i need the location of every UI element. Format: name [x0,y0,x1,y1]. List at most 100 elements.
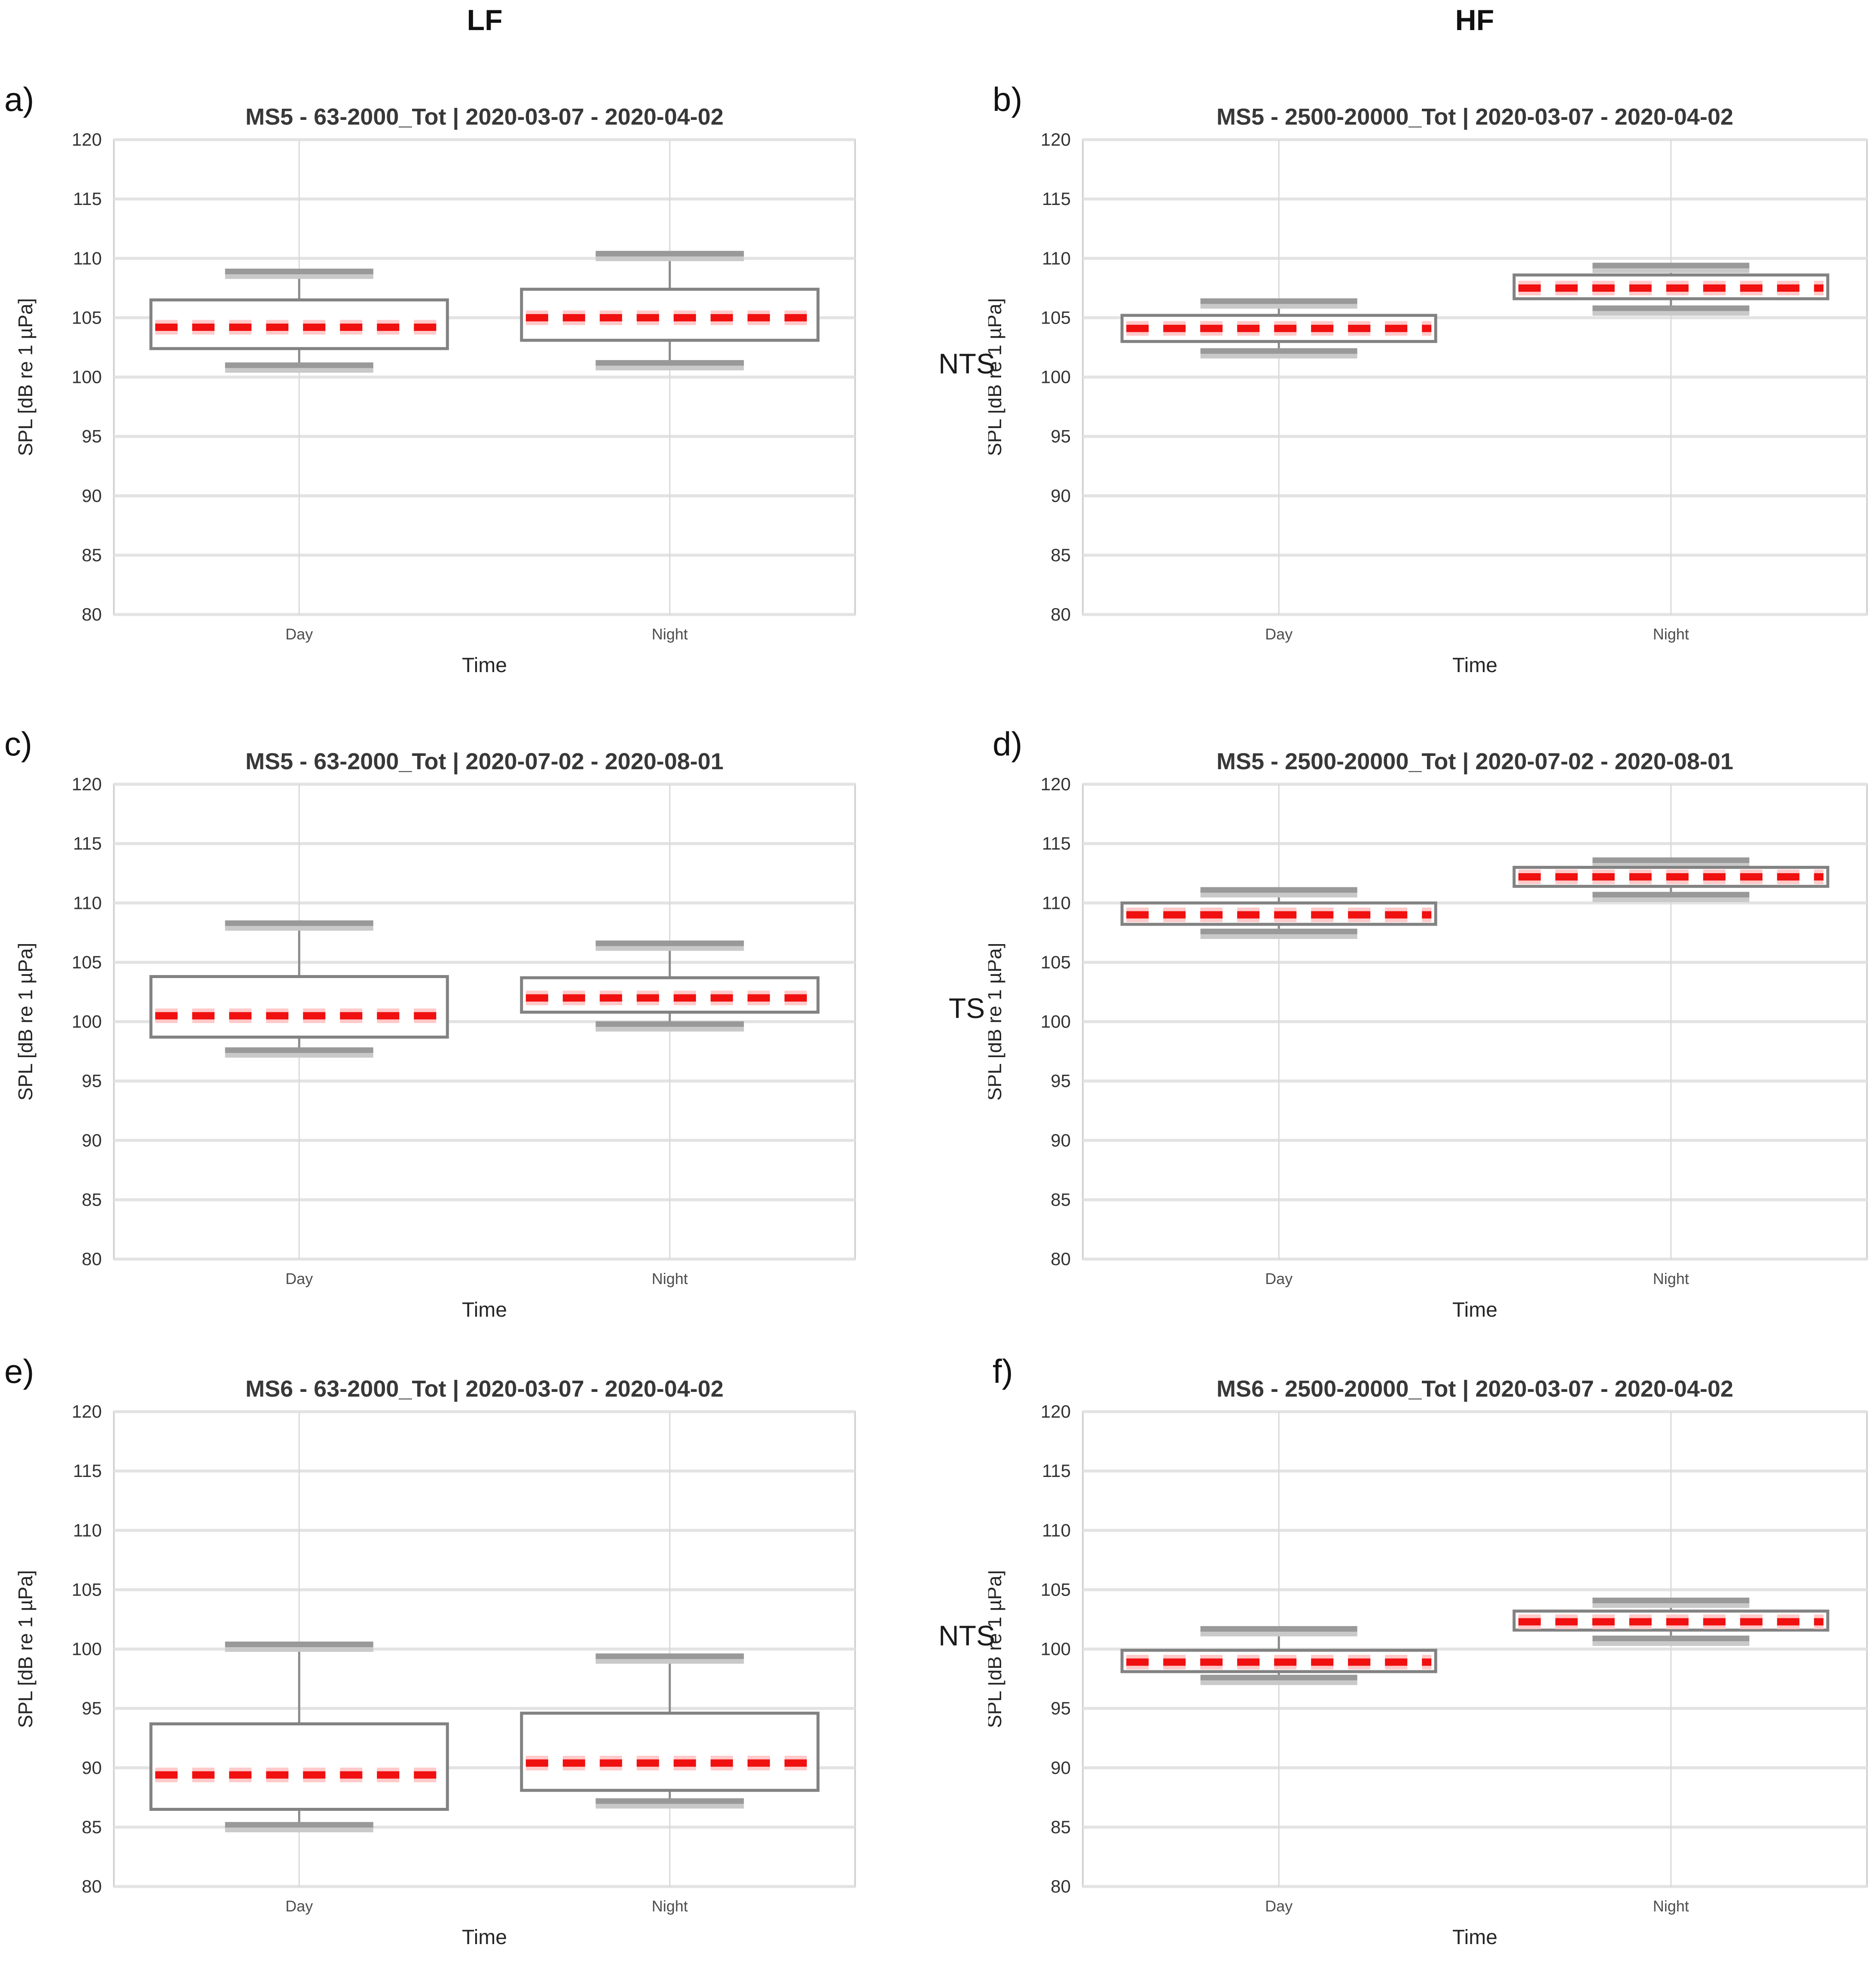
y-axis-label: SPL [dB re 1 µPa] [14,298,37,456]
row-label-ts: TS [948,992,985,1024]
y-tick-label: 105 [1041,952,1071,972]
y-tick-label: 85 [82,1189,102,1210]
x-axis-label: Time [462,1926,507,1949]
y-tick-label: 85 [1051,1817,1071,1837]
y-tick-label: 90 [82,1758,102,1778]
panel-title: MS6 - 63-2000_Tot | 2020-03-07 - 2020-04… [245,1376,724,1402]
boxplot-panel: 80 85 90 95 100 105 110 115 120 Day Night e) MS6 - 6… [0,1328,988,1964]
x-tick-label: Night [652,1270,688,1287]
y-tick-label: 80 [82,1876,102,1896]
y-tick-label: 100 [1041,1639,1071,1659]
y-tick-label: 90 [1051,486,1071,506]
panel-letter: f) [993,1352,1013,1390]
y-tick-label: 95 [82,1071,102,1091]
panel-title: MS5 - 2500-20000_Tot | 2020-03-07 - 2020… [1216,104,1733,130]
y-tick-label: 80 [1051,604,1071,624]
x-tick-label: Night [1653,1897,1689,1915]
y-tick-label: 115 [1042,1461,1071,1481]
y-tick-label: 115 [1042,833,1071,853]
x-tick-label: Night [1653,1270,1689,1287]
y-tick-label: 95 [1051,426,1071,446]
y-axis-label: SPL [dB re 1 µPa] [988,1570,1005,1728]
y-tick-label: 105 [72,1579,102,1599]
y-tick-label: 95 [1051,1698,1071,1718]
y-tick-label: 100 [1041,1012,1071,1032]
panel-title: MS5 - 63-2000_Tot | 2020-07-02 - 2020-08… [245,749,724,775]
x-tick-label: Day [285,1897,313,1915]
x-axis-label: Time [462,1299,507,1321]
box-day [149,269,449,373]
y-tick-label: 120 [1041,129,1071,150]
panel-letter: a) [4,80,34,118]
boxplot-svg: 80 85 90 95 100 105 110 115 120 Day Night a) MS5 - 6… [4,80,856,677]
box-day [1120,1626,1437,1685]
boxplot-panel: 80 85 90 95 100 105 110 115 120 Day Night f) MS6 - 2… [983,1328,1876,1964]
y-tick-label: 100 [72,1012,102,1032]
y-tick-label: 105 [1041,307,1071,327]
iqr-box [520,1712,820,1792]
y-tick-label: 80 [82,604,102,624]
x-tick-label: Day [285,625,313,643]
box-day [1120,298,1437,359]
column-header-lf: LF [467,4,503,37]
x-axis-label: Time [1452,654,1497,677]
panel-letter: c) [4,725,32,763]
y-axis-label: SPL [dB re 1 µPa] [988,298,1005,456]
y-tick-label: 85 [1051,545,1071,565]
y-tick-label: 120 [72,129,102,150]
panel-title: MS5 - 2500-20000_Tot | 2020-07-02 - 2020… [1216,749,1733,775]
box-night [1512,1597,1830,1646]
iqr-box [149,975,449,1039]
row-label-nts-top: NTS [938,348,995,379]
x-tick-label: Night [652,1897,688,1915]
y-axis-label: SPL [dB re 1 µPa] [988,943,1005,1101]
y-tick-label: 85 [82,545,102,565]
x-tick-label: Night [1653,625,1689,643]
boxplot-panel: 80 85 90 95 100 105 110 115 120 Day Night d) MS5 - 2… [983,700,1876,1336]
y-tick-label: 90 [1051,1130,1071,1150]
boxplot-svg: 80 85 90 95 100 105 110 115 120 Day Night b) MS5 - 2… [983,80,1868,677]
iqr-box [149,1722,449,1811]
box-night [1512,263,1830,316]
panel-letter: e) [4,1352,34,1390]
panel-title: MS5 - 63-2000_Tot | 2020-03-07 - 2020-04… [245,104,724,130]
x-axis-label: Time [462,654,507,677]
y-tick-label: 85 [1051,1189,1071,1210]
y-tick-label: 120 [1041,774,1071,794]
y-tick-label: 80 [1051,1876,1071,1896]
boxplot-panel: 80 85 90 95 100 105 110 115 120 Day Night c) MS5 - 6… [0,700,988,1336]
y-tick-label: 100 [72,367,102,387]
y-tick-label: 110 [73,248,102,268]
column-header-hf: HF [1455,4,1494,37]
y-tick-label: 85 [82,1817,102,1837]
boxplot-panel: 80 85 90 95 100 105 110 115 120 Day Night a) MS5 - 6… [0,56,988,692]
y-tick-label: 115 [73,189,102,209]
boxplot-panel: 80 85 90 95 100 105 110 115 120 Day Night b) MS5 - 2… [983,56,1876,692]
boxplot-svg: 80 85 90 95 100 105 110 115 120 Day Night d) MS5 - 2… [983,725,1868,1321]
y-tick-label: 90 [1051,1758,1071,1778]
box-night [1512,857,1830,902]
panel-letter: d) [993,725,1022,763]
x-tick-label: Day [285,1270,313,1287]
box-day [149,1641,449,1832]
y-tick-label: 90 [82,1130,102,1150]
y-tick-label: 110 [1042,1520,1071,1540]
y-tick-label: 110 [1042,248,1071,268]
y-tick-label: 120 [1041,1401,1071,1422]
x-axis-label: Time [1452,1926,1497,1949]
y-tick-label: 95 [82,1698,102,1718]
box-night [520,940,820,1032]
y-tick-label: 100 [72,1639,102,1659]
y-tick-label: 110 [1042,893,1071,913]
x-tick-label: Day [1265,1270,1292,1287]
x-tick-label: Night [652,625,688,643]
y-tick-label: 110 [73,893,102,913]
boxplot-svg: 80 85 90 95 100 105 110 115 120 Day Night c) MS5 - 6… [4,725,856,1321]
y-tick-label: 110 [73,1520,102,1540]
y-tick-label: 115 [73,1461,102,1481]
box-night [520,1653,820,1809]
panel-title: MS6 - 2500-20000_Tot | 2020-03-07 - 2020… [1216,1376,1733,1402]
y-tick-label: 100 [1041,367,1071,387]
y-tick-label: 105 [1041,1579,1071,1599]
x-axis-label: Time [1452,1299,1497,1321]
